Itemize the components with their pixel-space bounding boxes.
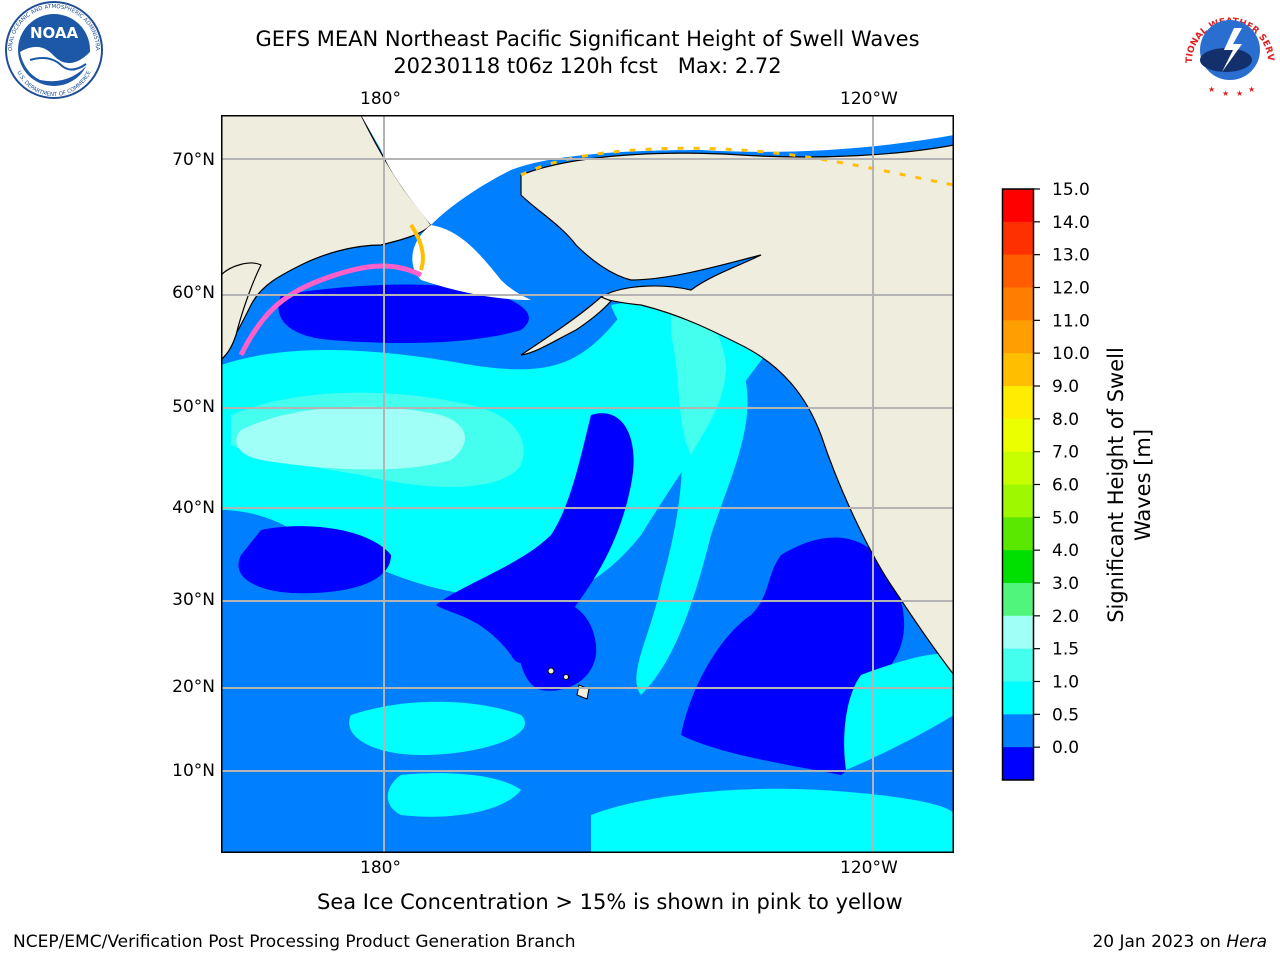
- title-line-2: 20230118 t06z 120h fcst Max: 2.72: [393, 54, 782, 78]
- colorbar-tick-label: 6.0: [1052, 476, 1079, 496]
- lat-label-50n: 50°N: [172, 397, 215, 417]
- colorbar-swatch: [1002, 189, 1034, 223]
- colorbar-tick-label: 4.0: [1052, 541, 1079, 561]
- land-alaska-peninsula: [520, 296, 613, 356]
- graticule: [221, 115, 954, 853]
- colorbar-swatch: [1002, 386, 1034, 420]
- calm-hawaii: [517, 595, 597, 691]
- colorbar-swatch: [1002, 517, 1034, 551]
- producer-credit: NCEP/EMC/Verification Post Processing Pr…: [13, 932, 576, 952]
- lon-label-top-180: 180°: [360, 89, 401, 109]
- colorbar-swatch: [1002, 714, 1034, 748]
- lat-label-70n: 70°N: [172, 150, 215, 170]
- svg-text:★: ★: [1208, 85, 1215, 94]
- colorbar-swatch: [1002, 550, 1034, 584]
- noaa-letters: NOAA: [30, 24, 79, 42]
- colorbar-tick-label: 5.0: [1052, 508, 1079, 528]
- generation-date: 20 Jan 2023 on Hera: [1092, 932, 1267, 952]
- lat-label-20n: 20°N: [172, 677, 215, 697]
- chart-title: GEFS MEAN Northeast Pacific Significant …: [0, 26, 1175, 80]
- lat-label-40n: 40°N: [172, 498, 215, 518]
- colorbar-tick-label: 12.0: [1052, 279, 1090, 299]
- colorbar-tick-label: 1.5: [1052, 640, 1079, 660]
- svg-text:★: ★: [1222, 89, 1229, 98]
- arctic-ice: [361, 115, 954, 225]
- sea-ice-area: [412, 225, 531, 300]
- map-frame: [221, 115, 954, 853]
- colorbar-swatch: [1002, 353, 1034, 387]
- sea-ice-note: Sea Ice Concentration > 15% is shown in …: [317, 890, 903, 914]
- hawaii-island-2: [563, 674, 569, 680]
- colorbar-tick-label: 0.5: [1052, 705, 1079, 725]
- colorbar-tick-label: 7.0: [1052, 443, 1079, 463]
- hawaii-island-1: [547, 667, 555, 675]
- colorbar-tick-label: 10.0: [1052, 344, 1090, 364]
- colorbar-tick-label: 0.0: [1052, 738, 1079, 758]
- swell-scatter-1: [349, 701, 525, 755]
- colorbar: 15.0 14.0 13.0 12.0 11.0 10.0 9.0 8.0 7.0 6.0 5.0 4…: [1001, 180, 1090, 781]
- swell-max-area: [236, 406, 465, 470]
- land-north-america: [520, 144, 954, 676]
- machine-name: Hera: [1226, 932, 1267, 952]
- colorbar-swatch: [1002, 221, 1034, 256]
- lat-label-10n: 10°N: [172, 761, 215, 781]
- colorbar-tick-label: 8.0: [1052, 410, 1079, 430]
- lon-label-bottom-180: 180°: [360, 858, 401, 878]
- sea-ice-edge: [238, 263, 423, 357]
- colorbar-swatch: [1002, 747, 1034, 781]
- noaa-logo-icon: NOAA NATIONAL OCEANIC AND ATMOSPHERIC AD…: [0, 0, 103, 99]
- colorbar-swatch: [1002, 287, 1034, 321]
- colorbar-tick-label: 1.0: [1052, 673, 1079, 693]
- colorbar-tick-label: 9.0: [1052, 377, 1079, 397]
- land-kamchatka: [221, 262, 262, 361]
- colorbar-tick-label: 11.0: [1052, 311, 1090, 331]
- colorbar-tick-label: 13.0: [1052, 246, 1090, 266]
- nws-logo-icon: NATIONAL WEATHER SERVICE ★★★★: [1178, 0, 1277, 98]
- colorbar-tick-label: 14.0: [1052, 213, 1090, 233]
- lat-label-60n: 60°N: [172, 283, 215, 303]
- colorbar-swatch: [1002, 451, 1034, 485]
- colorbar-label-line-1: Significant Height of Swell: [1104, 347, 1128, 623]
- colorbar-swatch: [1002, 681, 1034, 715]
- colorbar-label-line-2: Waves [m]: [1131, 428, 1155, 542]
- svg-text:★: ★: [1236, 89, 1243, 98]
- colorbar-swatch: [1002, 615, 1034, 650]
- colorbar-tick-label: 15.0: [1052, 180, 1090, 200]
- sea-ice-edge-yellow: [409, 223, 425, 271]
- colorbar-tick-label: 3.0: [1052, 574, 1079, 594]
- date-text: 20 Jan 2023 on: [1092, 932, 1227, 952]
- lon-label-bottom-120w: 120°W: [840, 858, 898, 878]
- colorbar-swatch: [1002, 583, 1034, 617]
- lon-label-top-120w: 120°W: [840, 89, 898, 109]
- colorbar-swatch: [1002, 648, 1034, 682]
- swell-band-core-2: [671, 312, 726, 455]
- svg-text:★: ★: [1248, 85, 1255, 94]
- swell-height-map: [221, 115, 954, 853]
- colorbar-swatch: [1002, 484, 1034, 518]
- colorbar-swatch: [1002, 418, 1034, 453]
- title-line-1: GEFS MEAN Northeast Pacific Significant …: [255, 27, 920, 51]
- colorbar-swatch: [1002, 254, 1034, 288]
- calm-bering: [278, 284, 529, 343]
- colorbar-tick-label: 2.0: [1052, 607, 1079, 627]
- calm-west: [238, 526, 391, 594]
- swell-equatorial: [591, 788, 954, 853]
- colorbar-swatch: [1002, 320, 1034, 354]
- swell-se: [844, 653, 954, 770]
- lat-label-30n: 30°N: [172, 590, 215, 610]
- swell-scatter-2: [387, 773, 521, 817]
